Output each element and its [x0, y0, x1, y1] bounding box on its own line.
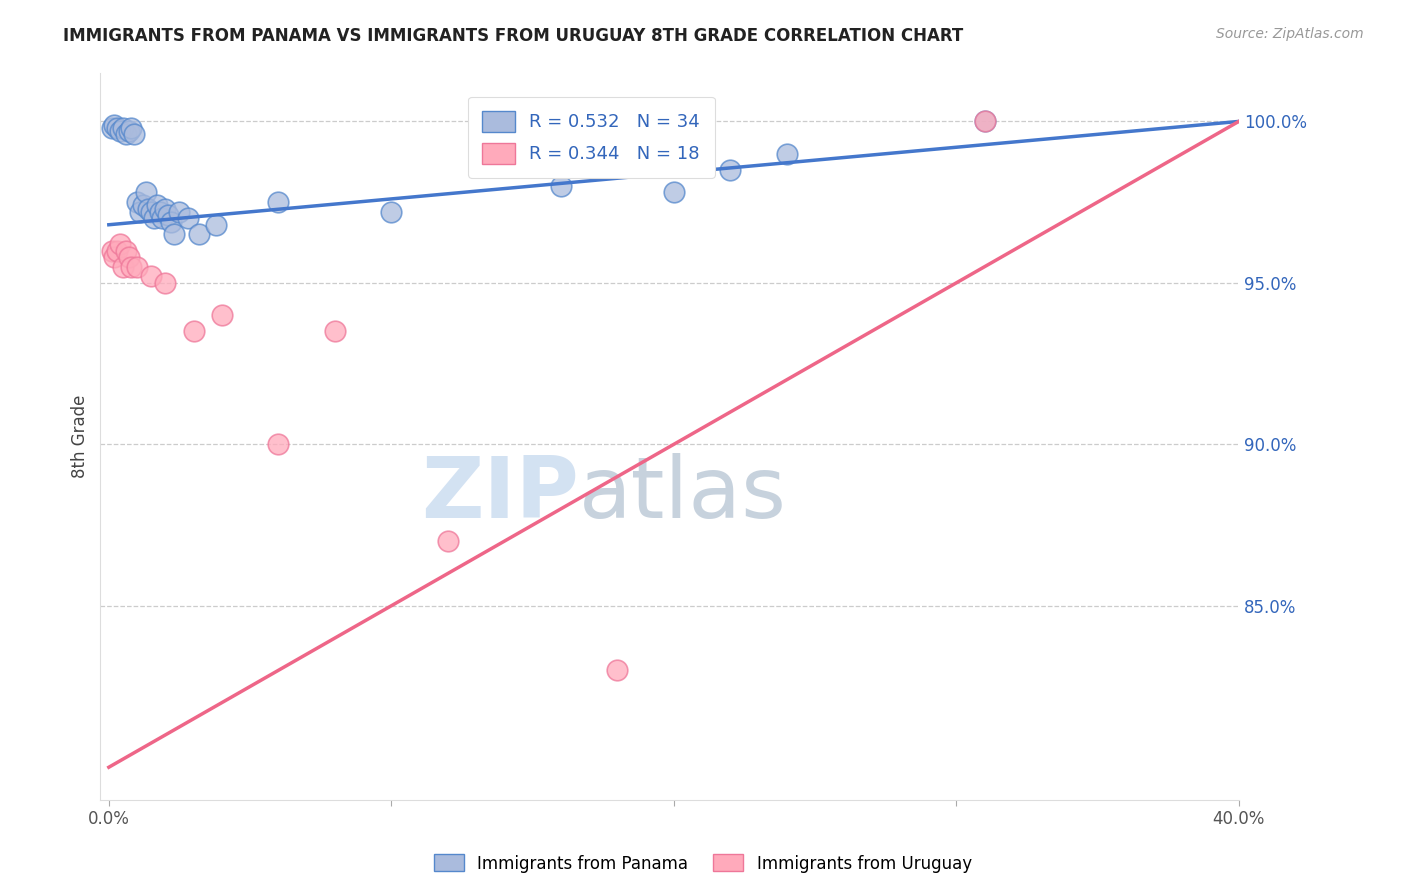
Point — [143, 211, 166, 226]
Point — [117, 124, 139, 138]
Point — [323, 324, 346, 338]
Point — [662, 186, 685, 200]
Point — [380, 204, 402, 219]
Point — [152, 211, 174, 226]
Point — [125, 195, 148, 210]
Point — [606, 664, 628, 678]
Point — [125, 260, 148, 274]
Point — [155, 276, 177, 290]
Point — [550, 179, 572, 194]
Point — [267, 437, 290, 451]
Point — [114, 244, 136, 258]
Point — [129, 204, 152, 219]
Point — [100, 244, 122, 258]
Point — [188, 227, 211, 242]
Point — [157, 208, 180, 222]
Point — [177, 211, 200, 226]
Point — [973, 114, 995, 128]
Point — [267, 195, 290, 210]
Point — [120, 120, 142, 135]
Point — [183, 324, 205, 338]
Point — [718, 162, 741, 177]
Point — [108, 124, 131, 138]
Point — [973, 114, 995, 128]
Point — [135, 186, 157, 200]
Point — [111, 260, 134, 274]
Point — [100, 120, 122, 135]
Point — [437, 534, 460, 549]
Point — [111, 120, 134, 135]
Point — [117, 250, 139, 264]
Point — [160, 214, 183, 228]
Point — [122, 128, 145, 142]
Point — [114, 128, 136, 142]
Point — [776, 146, 799, 161]
Point — [120, 260, 142, 274]
Point — [211, 308, 233, 322]
Point — [103, 250, 125, 264]
Point — [205, 218, 228, 232]
Text: Source: ZipAtlas.com: Source: ZipAtlas.com — [1216, 27, 1364, 41]
Point — [105, 244, 128, 258]
Point — [138, 202, 160, 216]
Legend: R = 0.532   N = 34, R = 0.344   N = 18: R = 0.532 N = 34, R = 0.344 N = 18 — [468, 96, 714, 178]
Point — [141, 204, 163, 219]
Text: atlas: atlas — [578, 453, 786, 536]
Point — [146, 198, 169, 212]
Point — [149, 204, 172, 219]
Text: IMMIGRANTS FROM PANAMA VS IMMIGRANTS FROM URUGUAY 8TH GRADE CORRELATION CHART: IMMIGRANTS FROM PANAMA VS IMMIGRANTS FRO… — [63, 27, 963, 45]
Point — [132, 198, 155, 212]
Point — [103, 118, 125, 132]
Legend: Immigrants from Panama, Immigrants from Uruguay: Immigrants from Panama, Immigrants from … — [427, 847, 979, 880]
Point — [163, 227, 186, 242]
Point — [105, 120, 128, 135]
Point — [108, 237, 131, 252]
Text: ZIP: ZIP — [420, 453, 578, 536]
Y-axis label: 8th Grade: 8th Grade — [72, 394, 89, 478]
Point — [155, 202, 177, 216]
Point — [141, 269, 163, 284]
Point — [169, 204, 191, 219]
